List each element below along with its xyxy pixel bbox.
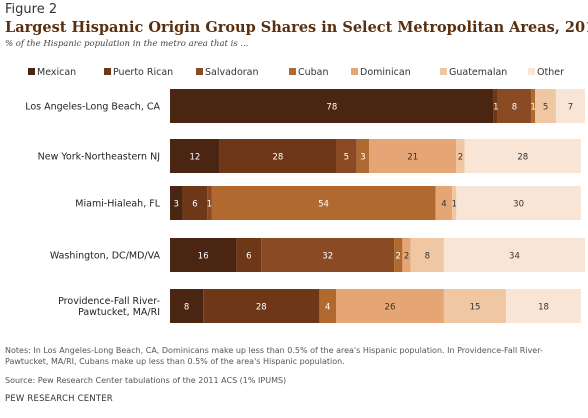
legend-swatch-other (528, 68, 535, 75)
bar-segment-mexican-3 (170, 238, 237, 272)
bar-segment-puerto-rican-4 (203, 289, 320, 323)
chart-subtitle: % of the Hispanic population in the metr… (5, 39, 249, 49)
legend-label-cuban: Cuban (298, 67, 329, 78)
bar-segment-cuban-1 (356, 139, 370, 173)
legend-label-guatemalan: Guatemalan (449, 67, 507, 78)
category-label-1: New York-Northeastern NJ (38, 152, 160, 163)
data-label-other-0: 7 (568, 103, 573, 113)
bar-segment-mexican-4 (170, 289, 204, 323)
legend-label-mexican: Mexican (37, 67, 76, 78)
data-label-other-4: 18 (538, 303, 549, 313)
legend-swatch-dominican (351, 68, 358, 75)
bar-segment-guatemalan-1 (456, 139, 465, 173)
bar-segment-guatemalan-2 (452, 186, 457, 220)
legend-swatch-guatemalan (440, 68, 447, 75)
data-label-cuban-2: 54 (318, 200, 329, 210)
data-label-other-3: 34 (509, 252, 520, 262)
data-label-guatemalan-0: 5 (543, 103, 548, 113)
legend-label-puerto-rican: Puerto Rican (113, 67, 173, 78)
data-label-cuban-1: 3 (360, 153, 365, 163)
data-label-salvadoran-1: 5 (344, 153, 349, 163)
bar-segment-puerto-rican-1 (219, 139, 336, 173)
stacked-bar-chart: Mexican Puerto Rican Salvadoran Cuban Domini… (25, 67, 585, 323)
data-label-salvadoran-3: 32 (322, 252, 333, 262)
legend-swatch-cuban (289, 68, 296, 75)
bar-segment-other-4 (506, 289, 581, 323)
bar-segment-guatemalan-0 (535, 89, 556, 123)
bar-segment-dominican-1 (369, 139, 457, 173)
category-label-2: Miami-Hialeah, FL (75, 199, 160, 210)
data-label-guatemalan-3: 8 (425, 252, 430, 262)
bar-segment-mexican-2 (170, 186, 183, 220)
data-label-puerto-rican-1: 28 (272, 153, 283, 163)
category-label-3: Washington, DC/MD/VA (50, 251, 161, 262)
bar-segment-other-3 (443, 238, 585, 272)
data-label-cuban-4: 4 (325, 303, 330, 313)
bar-segment-other-1 (464, 139, 581, 173)
bar-segment-dominican-2 (435, 186, 453, 220)
data-label-guatemalan-2: 1 (452, 200, 457, 210)
data-label-puerto-rican-2: 6 (192, 200, 197, 210)
bar-segment-guatemalan-3 (410, 238, 444, 272)
bar-segment-cuban-3 (394, 238, 403, 272)
data-label-cuban-0: 1 (530, 103, 535, 113)
legend-label-salvadoran: Salvadoran (205, 67, 259, 78)
data-label-salvadoran-2: 1 (207, 200, 212, 210)
figure-label: Figure 2 (5, 2, 58, 17)
data-label-mexican-1: 12 (189, 153, 200, 163)
data-label-mexican-0: 78 (326, 103, 337, 113)
bar-segment-other-2 (456, 186, 581, 220)
bar-segment-salvadoran-0 (497, 89, 532, 123)
data-label-salvadoran-0: 8 (512, 103, 517, 113)
chart-source: Source: Pew Research Center tabulations … (5, 376, 287, 385)
data-label-dominican-3: 2 (404, 252, 409, 262)
bar-segment-guatemalan-4 (443, 289, 507, 323)
bar-segment-salvadoran-1 (336, 139, 357, 173)
data-label-mexican-2: 3 (174, 200, 179, 210)
bar-segment-salvadoran-3 (261, 238, 395, 272)
bar-segment-salvadoran-2 (207, 186, 212, 220)
category-label-0: Los Angeles-Long Beach, CA (25, 102, 160, 113)
footer-brand: PEW RESEARCH CENTER (5, 394, 113, 404)
bar-segment-dominican-4 (336, 289, 444, 323)
data-label-guatemalan-1: 2 (458, 153, 463, 163)
chart-title: Largest Hispanic Origin Group Shares in … (5, 19, 588, 36)
data-label-other-2: 30 (513, 200, 524, 210)
bar-segment-dominican-3 (402, 238, 411, 272)
legend-swatch-puerto-rican (104, 68, 111, 75)
data-label-dominican-1: 21 (407, 153, 418, 163)
data-label-puerto-rican-3: 6 (246, 252, 251, 262)
legend-label-dominican: Dominican (360, 67, 411, 78)
data-label-puerto-rican-4: 28 (256, 303, 267, 313)
category-label-4-line-1: Pawtucket, MA/RI (78, 307, 160, 318)
data-label-cuban-3: 2 (396, 252, 401, 262)
legend-swatch-mexican (28, 68, 35, 75)
bar-segment-other-0 (555, 89, 585, 123)
bar-segment-mexican-1 (170, 139, 220, 173)
legend-swatch-salvadoran (196, 68, 203, 75)
bar-segment-cuban-2 (211, 186, 436, 220)
data-label-other-1: 28 (517, 153, 528, 163)
bar-segment-cuban-4 (319, 289, 336, 323)
data-label-dominican-2: 4 (441, 200, 446, 210)
bar-segment-cuban-0 (531, 89, 536, 123)
bar-segment-puerto-rican-2 (182, 186, 208, 220)
chart-notes: Notes: In Los Angeles-Long Beach, CA, Do… (5, 346, 543, 366)
bar-segment-puerto-rican-3 (236, 238, 262, 272)
category-label-4-line-0: Providence-Fall River- (58, 296, 160, 307)
data-label-dominican-4: 26 (385, 303, 396, 313)
data-label-mexican-4: 8 (184, 303, 189, 313)
bar-segment-puerto-rican-0 (493, 89, 498, 123)
data-label-mexican-3: 16 (198, 252, 209, 262)
legend-label-other: Other (537, 67, 564, 78)
bar-segment-mexican-0 (170, 89, 494, 123)
data-label-puerto-rican-0: 1 (493, 103, 498, 113)
data-label-guatemalan-4: 15 (470, 303, 481, 313)
